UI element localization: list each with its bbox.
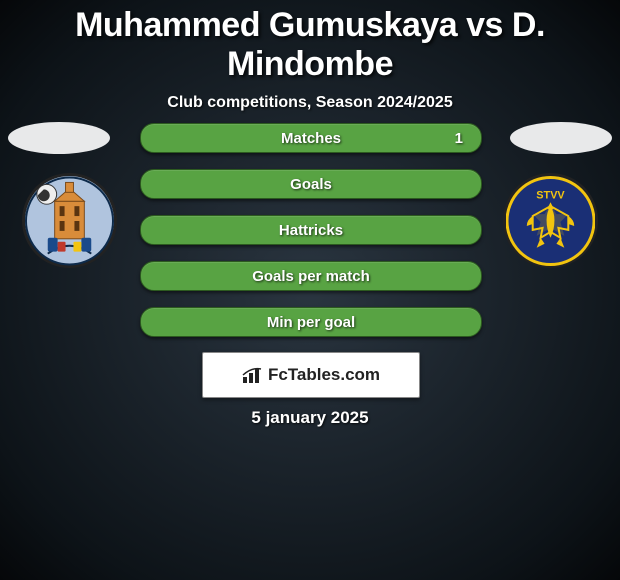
logo-text-label: FcTables.com <box>268 365 380 385</box>
stat-row: Goals <box>140 169 482 199</box>
stat-value-right: 1 <box>455 130 463 147</box>
bar-chart-icon <box>242 366 264 384</box>
comparison-infographic: Muhammed Gumuskaya vs D. Mindombe Club c… <box>0 0 620 580</box>
stat-label: Hattricks <box>279 222 343 239</box>
stat-label: Min per goal <box>267 314 355 331</box>
fctables-logo-box: FcTables.com <box>202 352 420 398</box>
stat-label: Matches <box>281 130 341 147</box>
stvv-crest-icon: STVV <box>506 176 595 266</box>
westerlo-crest-icon <box>25 176 114 266</box>
svg-text:STVV: STVV <box>536 189 565 201</box>
stat-label: Goals <box>290 176 332 193</box>
date-label: 5 january 2025 <box>0 408 620 428</box>
club-crest-left <box>22 173 117 268</box>
player-photo-left-placeholder <box>8 122 110 154</box>
stat-row: Hattricks <box>140 215 482 245</box>
player-photo-right-placeholder <box>510 122 612 154</box>
fctables-logo: FcTables.com <box>242 365 380 385</box>
stat-label: Goals per match <box>252 268 370 285</box>
page-title: Muhammed Gumuskaya vs D. Mindombe <box>0 0 620 84</box>
page-subtitle: Club competitions, Season 2024/2025 <box>0 94 620 112</box>
stat-row: Matches 1 <box>140 123 482 153</box>
stat-row: Min per goal <box>140 307 482 337</box>
stat-row: Goals per match <box>140 261 482 291</box>
club-crest-right: STVV <box>503 173 598 268</box>
